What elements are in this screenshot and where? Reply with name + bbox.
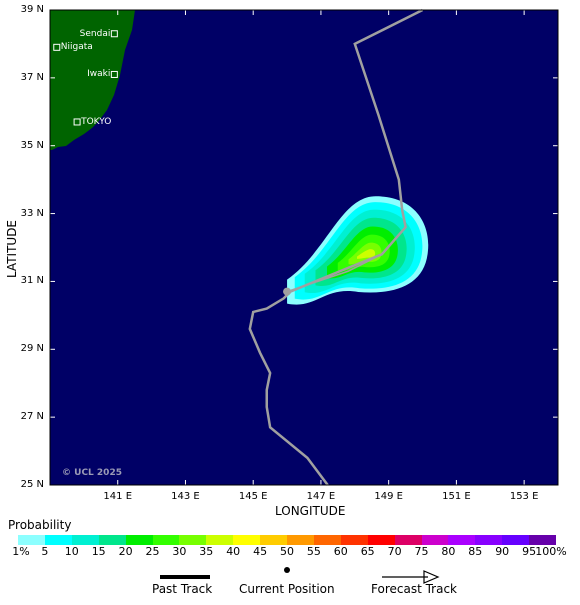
ocean-area — [50, 10, 558, 485]
probability-label: 80 — [441, 545, 456, 558]
y-axis-title: LATITUDE — [5, 219, 19, 279]
probability-swatch — [179, 535, 207, 545]
city-label: Sendai — [79, 28, 111, 39]
y-tick-label: 31 N — [20, 275, 44, 287]
probability-label: 70 — [387, 545, 402, 558]
x-tick-label: 141 E — [103, 491, 133, 502]
probability-swatch — [502, 535, 530, 545]
probability-label: 75 — [414, 545, 429, 558]
x-tick-label: 153 E — [509, 491, 539, 502]
current-position-marker — [283, 287, 292, 296]
forecast-arrow-head — [423, 570, 440, 584]
probability-label: 20 — [118, 545, 133, 558]
probability-label: 5 — [41, 545, 49, 558]
probability-label: 90 — [495, 545, 510, 558]
probability-label: 60 — [333, 545, 348, 558]
probability-label: 85 — [468, 545, 483, 558]
probability-label: 50 — [280, 545, 294, 558]
city-marker — [110, 70, 118, 78]
probability-swatch — [421, 535, 449, 545]
city-label: TOKYO — [81, 116, 112, 127]
probability-label: 1% — [12, 545, 30, 558]
probability-swatch — [448, 535, 476, 545]
probability-label: 35 — [199, 545, 214, 558]
x-tick-label: 149 E — [374, 491, 403, 502]
city-markers — [53, 30, 118, 126]
probability-contour — [356, 249, 376, 259]
probability-swatch — [394, 535, 422, 545]
probability-swatch — [71, 535, 100, 545]
city-label: Iwaki — [87, 69, 111, 80]
probability-swatch — [233, 535, 261, 545]
x-tick-label: 145 E — [238, 491, 268, 502]
current-position-label: Current Position — [239, 582, 335, 596]
storm-track — [248, 8, 424, 486]
y-tick-label: 39 N — [20, 4, 44, 15]
map-frame — [49, 9, 559, 486]
city-marker — [110, 30, 118, 38]
probability-label: 95 — [522, 545, 537, 558]
probability-swatch — [313, 535, 342, 545]
forecast-track-line — [286, 226, 407, 293]
x-tick-label: 147 E — [306, 491, 336, 502]
x-tick-label: 151 E — [442, 491, 471, 502]
current-position-symbol — [284, 567, 290, 573]
y-tick-label: 27 N — [20, 411, 44, 423]
past-track-line — [248, 8, 424, 486]
probability-title: Probability — [8, 518, 72, 532]
probability-swatch — [44, 535, 73, 545]
probability-label: 55 — [306, 545, 321, 558]
probability-label: 25 — [145, 545, 160, 558]
y-tick-label: 37 N — [20, 71, 44, 83]
probability-label: 45 — [253, 545, 268, 558]
city-label: Niigata — [60, 42, 93, 53]
probability-swatch — [260, 535, 288, 545]
probability-swatch — [206, 535, 234, 545]
legend-key — [160, 567, 440, 584]
probability-label: 30 — [172, 545, 187, 558]
y-tick-label: 33 N — [20, 207, 44, 219]
past-track-label: Past Track — [152, 582, 213, 596]
probability-swatch — [475, 535, 503, 545]
probability-label: 40 — [226, 545, 241, 558]
y-tick-label: 25 N — [20, 479, 44, 490]
city-marker — [53, 43, 61, 51]
honshu-coastline — [50, 10, 135, 150]
probability-swatch — [340, 535, 369, 545]
probability-swatch — [152, 535, 180, 545]
probability-swatch — [125, 535, 153, 545]
probability-label: 100% — [535, 545, 567, 558]
y-tick-label: 29 N — [20, 343, 44, 355]
city-marker — [73, 118, 81, 126]
forecast-track-label: Forecast Track — [371, 582, 457, 596]
probability-swatch — [18, 535, 46, 545]
probability-swatch — [529, 535, 557, 545]
land-japan — [50, 10, 135, 150]
probability-label: 10 — [64, 545, 79, 558]
copyright-text: © UCL 2025 — [62, 468, 122, 478]
probability-swatch — [287, 535, 315, 545]
x-axis-title: LONGITUDE — [275, 504, 346, 518]
probability-swatch — [367, 535, 396, 545]
y-tick-label: 35 N — [20, 139, 44, 151]
x-tick-label: 143 E — [171, 491, 200, 502]
probability-label: 65 — [360, 545, 375, 558]
probability-label: 15 — [91, 545, 106, 558]
probability-swatch — [98, 535, 127, 545]
